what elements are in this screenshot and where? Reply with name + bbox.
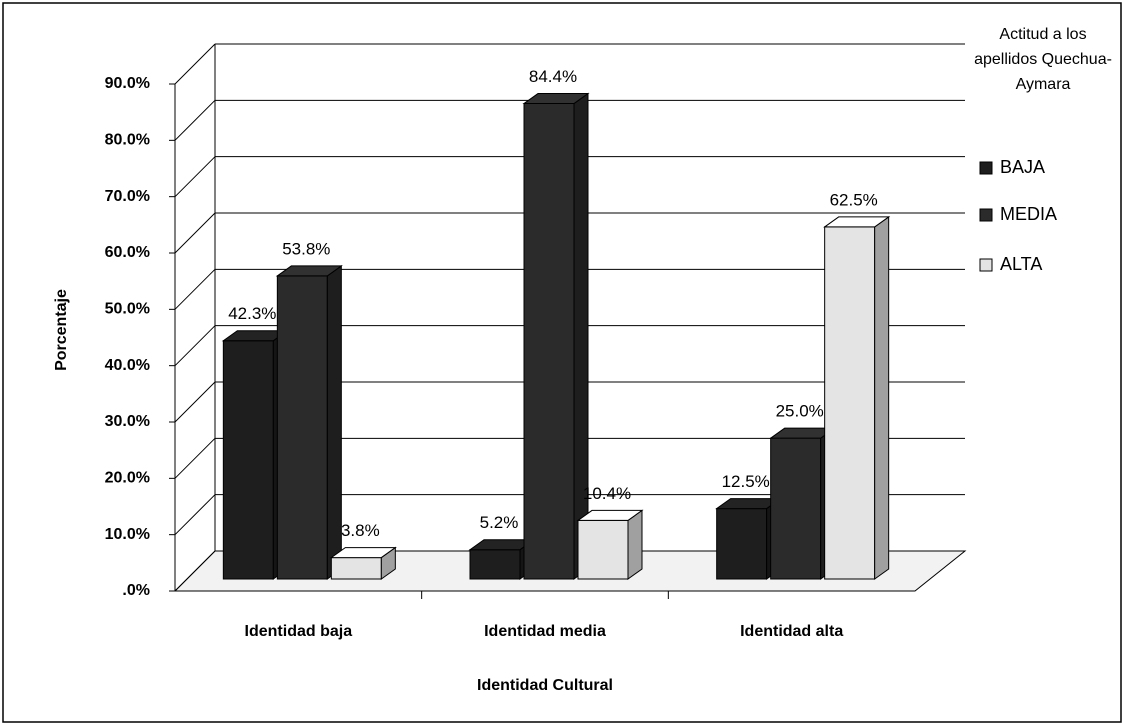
legend-label: ALTA bbox=[1000, 254, 1042, 274]
bar-face bbox=[874, 215, 890, 580]
bar-face bbox=[770, 437, 822, 580]
bar-face bbox=[469, 549, 521, 580]
grid-line bbox=[174, 268, 216, 310]
y-tick-label: 30.0% bbox=[105, 413, 150, 430]
value-label: 12.5% bbox=[722, 472, 770, 491]
grid-line bbox=[174, 156, 216, 198]
y-tick-label: 40.0% bbox=[105, 357, 150, 374]
bar-face bbox=[329, 547, 397, 559]
bar-face bbox=[573, 92, 589, 580]
y-tick-label: 50.0% bbox=[105, 301, 150, 318]
x-tick-label: Identidad media bbox=[484, 623, 606, 640]
y-tick-label: 70.0% bbox=[105, 188, 150, 205]
bar bbox=[329, 546, 397, 580]
x-tick-label: Identidad baja bbox=[245, 623, 353, 640]
grid-line bbox=[174, 494, 216, 536]
bar-face bbox=[823, 216, 891, 228]
grid-line bbox=[174, 381, 216, 423]
value-label: 3.8% bbox=[341, 521, 380, 540]
grid-line bbox=[174, 99, 216, 141]
legend-label: MEDIA bbox=[1000, 204, 1057, 224]
value-label: 10.4% bbox=[583, 484, 631, 503]
bar-face bbox=[577, 519, 629, 580]
x-tick-label: Identidad alta bbox=[740, 623, 843, 640]
bar-face bbox=[716, 508, 768, 580]
bar-face bbox=[222, 340, 274, 580]
y-tick-label: .0% bbox=[122, 582, 150, 599]
legend-swatch bbox=[979, 258, 993, 272]
bar bbox=[576, 509, 644, 580]
x-axis-title: Identidad Cultural bbox=[477, 677, 613, 694]
value-label: 84.4% bbox=[529, 67, 577, 86]
bar-face bbox=[627, 509, 643, 580]
y-tick-label: 10.0% bbox=[105, 526, 150, 543]
bar bbox=[823, 215, 891, 580]
y-tick-label: 20.0% bbox=[105, 470, 150, 487]
bar-face bbox=[824, 226, 876, 580]
value-label: 62.5% bbox=[830, 190, 878, 209]
value-label: 5.2% bbox=[480, 513, 519, 532]
bar-face bbox=[275, 265, 343, 277]
legend-title: Actitud a los apellidos Quechua-Aymara bbox=[974, 26, 1112, 93]
grid-line bbox=[174, 550, 216, 592]
grid-line bbox=[174, 43, 216, 85]
grid-line bbox=[174, 212, 216, 254]
bar bbox=[275, 264, 343, 580]
y-tick-label: 60.0% bbox=[105, 244, 150, 261]
bar bbox=[522, 92, 590, 580]
bar-face bbox=[326, 264, 342, 580]
y-axis-title: Porcentaje bbox=[53, 289, 70, 371]
bar-face bbox=[522, 93, 590, 105]
bar-face bbox=[330, 557, 382, 580]
bar-face bbox=[523, 103, 575, 580]
bar-face bbox=[276, 275, 328, 580]
legend-label: BAJA bbox=[1000, 157, 1045, 177]
grid-line bbox=[174, 325, 216, 367]
legend-swatch bbox=[979, 161, 993, 175]
grid-line bbox=[174, 437, 216, 479]
bar-face bbox=[576, 509, 644, 521]
value-label: 42.3% bbox=[228, 304, 276, 323]
legend-swatch bbox=[979, 208, 993, 222]
y-tick-label: 90.0% bbox=[105, 75, 150, 92]
y-tick-label: 80.0% bbox=[105, 132, 150, 149]
value-label: 53.8% bbox=[282, 239, 330, 258]
value-label: 25.0% bbox=[776, 402, 824, 421]
